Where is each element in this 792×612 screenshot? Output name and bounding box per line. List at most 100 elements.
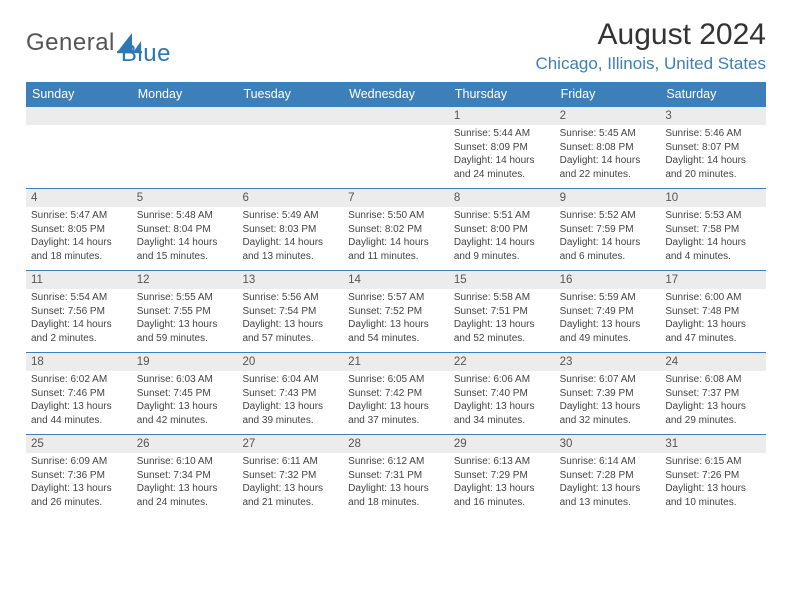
sunrise-line: Sunrise: 6:12 AM: [348, 455, 444, 469]
daylight-line: and 10 minutes.: [665, 496, 761, 510]
day-number: 20: [237, 353, 343, 371]
day-cell: 29Sunrise: 6:13 AMSunset: 7:29 PMDayligh…: [449, 434, 555, 516]
sunset-line: Sunset: 8:03 PM: [242, 223, 338, 237]
sunrise-line: Sunrise: 5:52 AM: [560, 209, 656, 223]
daylight-line: and 16 minutes.: [454, 496, 550, 510]
sunrise-line: Sunrise: 6:15 AM: [665, 455, 761, 469]
sunrise-line: Sunrise: 5:58 AM: [454, 291, 550, 305]
sunrise-line: Sunrise: 6:03 AM: [137, 373, 233, 387]
day-number: 18: [26, 353, 132, 371]
sunrise-line: Sunrise: 5:49 AM: [242, 209, 338, 223]
daylight-line: Daylight: 14 hours: [242, 236, 338, 250]
day-number: 10: [660, 189, 766, 207]
daylight-line: and 2 minutes.: [31, 332, 127, 346]
day-body: Sunrise: 5:45 AMSunset: 8:08 PMDaylight:…: [555, 125, 661, 185]
day-body: Sunrise: 6:09 AMSunset: 7:36 PMDaylight:…: [26, 453, 132, 513]
sunset-line: Sunset: 7:42 PM: [348, 387, 444, 401]
day-number: 26: [132, 435, 238, 453]
day-cell: 5Sunrise: 5:48 AMSunset: 8:04 PMDaylight…: [132, 188, 238, 270]
day-number: 12: [132, 271, 238, 289]
daylight-line: and 52 minutes.: [454, 332, 550, 346]
day-body: Sunrise: 6:05 AMSunset: 7:42 PMDaylight:…: [343, 371, 449, 431]
day-cell: 9Sunrise: 5:52 AMSunset: 7:59 PMDaylight…: [555, 188, 661, 270]
sunset-line: Sunset: 8:00 PM: [454, 223, 550, 237]
day-body: Sunrise: 6:13 AMSunset: 7:29 PMDaylight:…: [449, 453, 555, 513]
daylight-line: Daylight: 14 hours: [560, 236, 656, 250]
daylight-line: and 39 minutes.: [242, 414, 338, 428]
day-cell: 15Sunrise: 5:58 AMSunset: 7:51 PMDayligh…: [449, 270, 555, 352]
day-number: [343, 107, 449, 125]
sunset-line: Sunset: 8:04 PM: [137, 223, 233, 237]
day-number: 4: [26, 189, 132, 207]
sunset-line: Sunset: 7:46 PM: [31, 387, 127, 401]
day-cell: 24Sunrise: 6:08 AMSunset: 7:37 PMDayligh…: [660, 352, 766, 434]
dow-cell: Saturday: [660, 82, 766, 106]
daylight-line: and 37 minutes.: [348, 414, 444, 428]
day-number: 21: [343, 353, 449, 371]
logo-text-2: Blue: [121, 40, 171, 68]
daylight-line: Daylight: 13 hours: [665, 482, 761, 496]
daylight-line: Daylight: 13 hours: [560, 482, 656, 496]
day-body: Sunrise: 6:03 AMSunset: 7:45 PMDaylight:…: [132, 371, 238, 431]
day-number: 30: [555, 435, 661, 453]
day-number: 14: [343, 271, 449, 289]
day-cell: 2Sunrise: 5:45 AMSunset: 8:08 PMDaylight…: [555, 106, 661, 188]
dow-cell: Wednesday: [343, 82, 449, 106]
daylight-line: and 54 minutes.: [348, 332, 444, 346]
sunrise-line: Sunrise: 5:46 AM: [665, 127, 761, 141]
daylight-line: and 4 minutes.: [665, 250, 761, 264]
sunset-line: Sunset: 7:52 PM: [348, 305, 444, 319]
day-cell: 13Sunrise: 5:56 AMSunset: 7:54 PMDayligh…: [237, 270, 343, 352]
day-number: 13: [237, 271, 343, 289]
sunrise-line: Sunrise: 6:10 AM: [137, 455, 233, 469]
daylight-line: Daylight: 14 hours: [454, 154, 550, 168]
daylight-line: Daylight: 14 hours: [348, 236, 444, 250]
daylight-line: and 20 minutes.: [665, 168, 761, 182]
daylight-line: Daylight: 14 hours: [31, 236, 127, 250]
sunset-line: Sunset: 7:29 PM: [454, 469, 550, 483]
day-body: [26, 125, 132, 131]
day-cell: 26Sunrise: 6:10 AMSunset: 7:34 PMDayligh…: [132, 434, 238, 516]
logo: General Blue: [26, 18, 171, 68]
day-body: Sunrise: 6:04 AMSunset: 7:43 PMDaylight:…: [237, 371, 343, 431]
day-body: Sunrise: 5:54 AMSunset: 7:56 PMDaylight:…: [26, 289, 132, 349]
sunset-line: Sunset: 8:07 PM: [665, 141, 761, 155]
sunset-line: Sunset: 7:31 PM: [348, 469, 444, 483]
daylight-line: Daylight: 14 hours: [665, 154, 761, 168]
daylight-line: Daylight: 13 hours: [454, 482, 550, 496]
day-cell: 21Sunrise: 6:05 AMSunset: 7:42 PMDayligh…: [343, 352, 449, 434]
sunrise-line: Sunrise: 5:44 AM: [454, 127, 550, 141]
dow-cell: Thursday: [449, 82, 555, 106]
dow-cell: Tuesday: [237, 82, 343, 106]
day-cell: 22Sunrise: 6:06 AMSunset: 7:40 PMDayligh…: [449, 352, 555, 434]
day-cell: 18Sunrise: 6:02 AMSunset: 7:46 PMDayligh…: [26, 352, 132, 434]
location: Chicago, Illinois, United States: [535, 54, 766, 74]
day-cell: 20Sunrise: 6:04 AMSunset: 7:43 PMDayligh…: [237, 352, 343, 434]
day-number: [237, 107, 343, 125]
day-cell: [132, 106, 238, 188]
daylight-line: and 34 minutes.: [454, 414, 550, 428]
day-number: [26, 107, 132, 125]
sunrise-line: Sunrise: 6:11 AM: [242, 455, 338, 469]
sunset-line: Sunset: 7:26 PM: [665, 469, 761, 483]
daylight-line: and 44 minutes.: [31, 414, 127, 428]
day-body: [343, 125, 449, 131]
sunset-line: Sunset: 7:43 PM: [242, 387, 338, 401]
day-number: 19: [132, 353, 238, 371]
day-cell: [237, 106, 343, 188]
sunrise-line: Sunrise: 6:14 AM: [560, 455, 656, 469]
sunset-line: Sunset: 7:56 PM: [31, 305, 127, 319]
daylight-line: and 9 minutes.: [454, 250, 550, 264]
sunrise-line: Sunrise: 6:06 AM: [454, 373, 550, 387]
daylight-line: Daylight: 14 hours: [665, 236, 761, 250]
daylight-line: and 24 minutes.: [454, 168, 550, 182]
sunset-line: Sunset: 7:40 PM: [454, 387, 550, 401]
day-body: Sunrise: 5:44 AMSunset: 8:09 PMDaylight:…: [449, 125, 555, 185]
daylight-line: and 47 minutes.: [665, 332, 761, 346]
logo-text-1: General: [26, 29, 115, 57]
day-cell: 1Sunrise: 5:44 AMSunset: 8:09 PMDaylight…: [449, 106, 555, 188]
daylight-line: and 13 minutes.: [560, 496, 656, 510]
daylight-line: and 15 minutes.: [137, 250, 233, 264]
day-body: Sunrise: 6:08 AMSunset: 7:37 PMDaylight:…: [660, 371, 766, 431]
daylight-line: Daylight: 13 hours: [348, 400, 444, 414]
